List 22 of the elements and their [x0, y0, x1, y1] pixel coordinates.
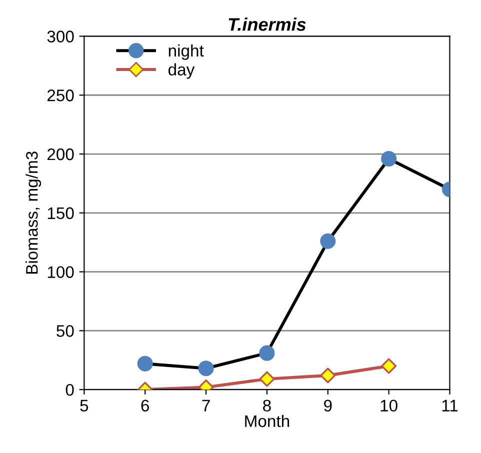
y-tick-label: 100 — [48, 266, 74, 278]
point — [320, 368, 336, 384]
x-tick-label: 11 — [442, 400, 458, 412]
y-tick-label: 250 — [47, 90, 74, 102]
x-axis-title: Month — [245, 414, 290, 428]
y-axis-title: Biomass, mg/m3 — [26, 152, 42, 274]
y-tick-label: 150 — [48, 207, 74, 220]
x-tick-label: 5 — [80, 400, 88, 412]
point — [259, 371, 275, 387]
y-tick-label: 200 — [47, 148, 74, 160]
y-tick-label: 0 — [66, 384, 74, 396]
y-tick-label: 50 — [56, 325, 74, 337]
x-tick-label: 6 — [141, 400, 150, 412]
x-tick-label: 9 — [324, 400, 332, 412]
legend-label: day — [168, 63, 195, 79]
x-tick-label: 10 — [380, 400, 398, 412]
point — [381, 358, 397, 374]
chart-title: T.inermis — [228, 18, 306, 31]
x-tick-label: 8 — [263, 400, 271, 412]
legend-label: night — [168, 44, 204, 60]
x-tick-label: 7 — [202, 400, 210, 412]
y-tick-label: 300 — [47, 30, 74, 42]
